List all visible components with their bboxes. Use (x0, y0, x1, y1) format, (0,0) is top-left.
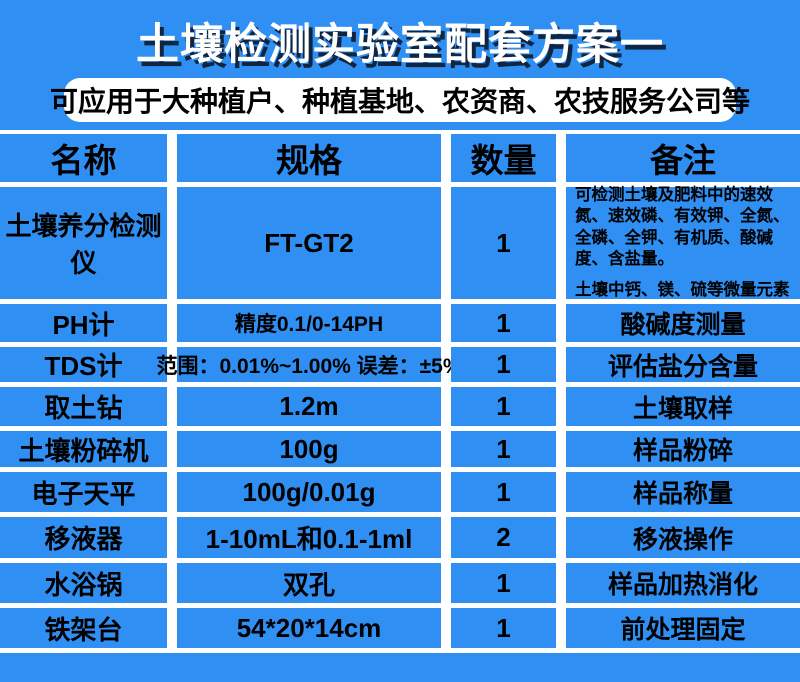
cell-qty: 1 (451, 608, 556, 648)
cell-name: 水浴锅 (0, 563, 167, 603)
cell-name: 土壤养分检测仪 (0, 187, 167, 299)
cell-name: 土壤粉碎机 (0, 431, 167, 467)
column-header-name: 名称 (0, 134, 167, 182)
cell-note: 样品粉碎 (566, 431, 800, 467)
cell-qty: 1 (451, 563, 556, 603)
cell-spec: 100g (177, 431, 441, 467)
cell-note: 土壤取样 (566, 387, 800, 426)
cell-note: 移液操作 (566, 517, 800, 558)
cell-name: 电子天平 (0, 472, 167, 512)
column-header-qty: 数量 (451, 134, 556, 182)
cell-spec: 54*20*14cm (177, 608, 441, 648)
column-header-spec: 规格 (177, 134, 441, 182)
cell-note: 可检测土壤及肥料中的速效氮、速效磷、有效钾、全氮、全磷、全钾、有机质、酸碱度、含… (566, 185, 800, 299)
cell-note: 酸碱度测量 (566, 304, 800, 342)
column-header-note: 备注 (566, 134, 800, 182)
cell-name: 移液器 (0, 517, 167, 558)
table-grid: 名称 规格 数量 备注 土壤养分检测仪 FT-GT2 1 可检测土壤及肥料中的速效氮、… (0, 134, 800, 648)
cell-name: TDS计 (0, 347, 167, 382)
cell-spec: 1-10mL和0.1-1ml (177, 517, 441, 558)
equipment-table: 名称 规格 数量 备注 土壤养分检测仪 FT-GT2 1 可检测土壤及肥料中的速效氮、… (0, 130, 800, 653)
note-paragraph: 可检测土壤及肥料中的速效氮、速效磷、有效钾、全氮、全磷、全钾、有机质、酸碱度、含… (575, 185, 790, 269)
cell-name: 取土钻 (0, 387, 167, 426)
cell-spec: 双孔 (177, 563, 441, 603)
subtitle-text: 可应用于大种植户、种植基地、农资商、农技服务公司等 (50, 86, 751, 118)
cell-name: PH计 (0, 304, 167, 342)
page-title: 土壤检测实验室配套方案一 (136, 21, 664, 69)
cell-qty: 1 (451, 387, 556, 426)
subtitle-banner: 可应用于大种植户、种植基地、农资商、农技服务公司等 (50, 78, 750, 123)
cell-note: 前处理固定 (566, 608, 800, 648)
cell-note: 评估盐分含量 (566, 347, 800, 382)
cell-spec: 100g/0.01g (177, 472, 441, 512)
cell-spec: 范围：0.01%~1.00% 误差：±5% (156, 347, 462, 382)
cell-spec: 1.2m (177, 387, 441, 426)
cell-spec: FT-GT2 (177, 187, 441, 299)
cell-note: 样品加热消化 (566, 563, 800, 603)
cell-note: 样品称量 (566, 472, 800, 512)
cell-qty: 1 (451, 472, 556, 512)
cell-qty: 1 (451, 431, 556, 467)
note-paragraph: 土壤中钙、镁、硫等微量元素 (575, 280, 790, 299)
cell-qty: 1 (451, 187, 556, 299)
cell-qty: 1 (451, 347, 556, 382)
page-header: 土壤检测实验室配套方案一 可应用于大种植户、种植基地、农资商、农技服务公司等 (0, 0, 800, 130)
cell-name: 铁架台 (0, 608, 167, 648)
cell-spec: 精度0.1/0-14PH (177, 304, 441, 342)
cell-qty: 2 (451, 517, 556, 558)
cell-qty: 1 (451, 304, 556, 342)
